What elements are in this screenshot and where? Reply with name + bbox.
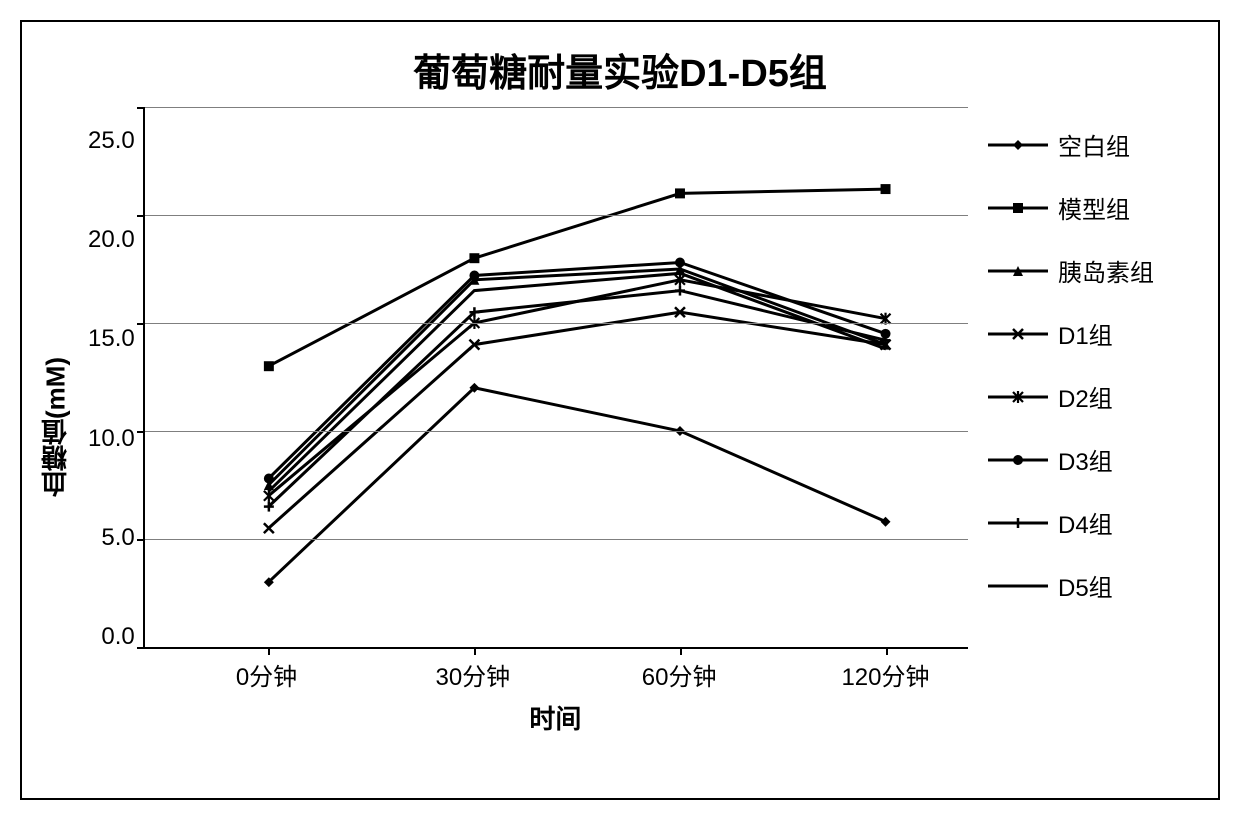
series-marker	[675, 286, 685, 296]
series-marker	[469, 383, 479, 393]
y-axis-label: 血糖值(mM)	[22, 107, 88, 747]
plot-area	[143, 107, 968, 649]
legend: 空白组模型组胰岛素组 D1组 D2组 D3组 D4组 D5组	[968, 107, 1218, 747]
y-ticks: 25.020.015.010.05.00.0	[88, 117, 143, 637]
legend-swatch	[988, 196, 1048, 220]
series-marker	[264, 502, 274, 512]
series-marker	[1013, 391, 1023, 403]
series-marker	[264, 490, 274, 502]
legend-swatch	[988, 133, 1048, 157]
y-tick-mark	[137, 323, 145, 325]
series-marker	[1013, 329, 1023, 339]
marker-layer	[145, 107, 968, 647]
y-tick-label: 25.0	[88, 129, 135, 153]
gridline	[145, 323, 968, 324]
y-tick-label: 15.0	[88, 327, 135, 351]
legend-label: 空白组	[1058, 127, 1130, 162]
series-marker	[675, 258, 685, 268]
legend-item: 空白组	[988, 127, 1208, 162]
y-tick-mark	[137, 431, 145, 433]
series-marker	[264, 474, 274, 484]
series-marker	[880, 517, 890, 527]
y-tick-mark	[137, 107, 145, 109]
series-marker	[469, 270, 479, 280]
gridline	[145, 431, 968, 432]
y-tick-mark	[137, 539, 145, 541]
x-ticks: 0分钟 30分钟 60分钟 120分钟	[143, 649, 968, 689]
y-tick-label: 0.0	[101, 625, 134, 649]
series-marker	[264, 577, 274, 587]
legend-item: D1组	[988, 316, 1208, 351]
legend-item: D4组	[988, 505, 1208, 540]
legend-label: D1组	[1058, 316, 1113, 351]
chart-title: 葡萄糖耐量实验D1-D5组	[22, 22, 1218, 107]
series-marker	[469, 307, 479, 317]
legend-swatch	[988, 448, 1048, 472]
legend-item: D2组	[988, 379, 1208, 414]
legend-label: 模型组	[1058, 190, 1130, 225]
series-marker	[880, 184, 890, 194]
legend-item: D5组	[988, 568, 1208, 603]
legend-swatch	[988, 322, 1048, 346]
plot-wrap: 0分钟 30分钟 60分钟 120分钟 时间	[143, 107, 968, 747]
series-marker	[1013, 518, 1023, 528]
x-tick-label: 30分钟	[435, 657, 510, 692]
legend-label: D4组	[1058, 505, 1113, 540]
legend-item: D3组	[988, 442, 1208, 477]
legend-item: 模型组	[988, 190, 1208, 225]
x-axis-label: 时间	[143, 689, 968, 736]
legend-swatch	[988, 574, 1048, 598]
series-marker	[469, 253, 479, 263]
y-tick-label: 20.0	[88, 228, 135, 252]
series-marker	[1013, 266, 1023, 276]
y-tick-mark	[137, 215, 145, 217]
legend-label: D3组	[1058, 442, 1113, 477]
gridline	[145, 539, 968, 540]
legend-swatch	[988, 511, 1048, 535]
x-tick-label: 120分钟	[841, 657, 929, 692]
series-marker	[675, 307, 685, 317]
series-marker	[264, 361, 274, 371]
legend-swatch	[988, 385, 1048, 409]
chart-container: 葡萄糖耐量实验D1-D5组 血糖值(mM) 25.0 20.0 15.0 10.0 5.…	[20, 20, 1220, 800]
x-tick-label: 60分钟	[642, 657, 717, 692]
legend-item: 胰岛素组	[988, 253, 1208, 288]
gridline	[145, 215, 968, 216]
x-tick-label: 0分钟	[236, 657, 297, 692]
gridline	[145, 107, 968, 108]
chart-left: 25.0 20.0 15.0 10.0 5.0 0.0 0分钟 30分钟 60分钟 120分钟 …	[88, 107, 968, 747]
series-marker	[1013, 203, 1023, 213]
legend-label: D2组	[1058, 379, 1113, 414]
series-marker	[469, 340, 479, 350]
chart-body: 血糖值(mM) 25.0 20.0 15.0 10.0 5.0 0.0 0分钟 30分钟 60…	[22, 107, 1218, 747]
legend-label: 胰岛素组	[1058, 253, 1154, 288]
series-marker	[675, 274, 685, 286]
y-tick-label: 5.0	[101, 526, 134, 550]
legend-label: D5组	[1058, 568, 1113, 603]
y-tick-label: 10.0	[88, 427, 135, 451]
series-marker	[1013, 455, 1023, 465]
legend-swatch	[988, 259, 1048, 283]
series-marker	[264, 523, 274, 533]
series-marker	[1013, 140, 1023, 150]
series-marker	[675, 188, 685, 198]
